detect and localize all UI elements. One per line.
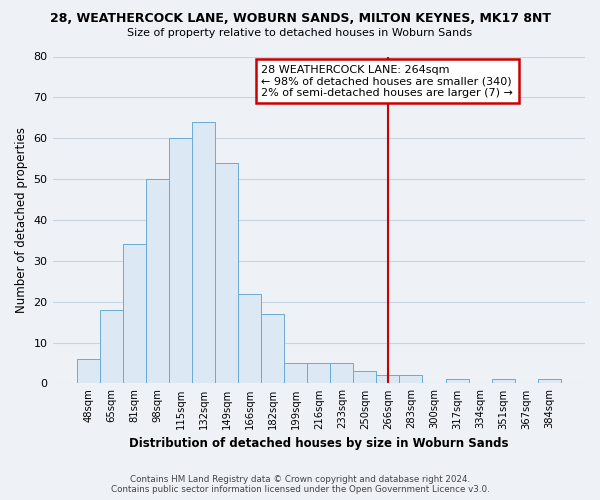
- Bar: [446, 380, 469, 384]
- Bar: [491, 380, 515, 384]
- Bar: [284, 363, 307, 384]
- Bar: [261, 314, 284, 384]
- Bar: [330, 363, 353, 384]
- Text: 28, WEATHERCOCK LANE, WOBURN SANDS, MILTON KEYNES, MK17 8NT: 28, WEATHERCOCK LANE, WOBURN SANDS, MILT…: [49, 12, 551, 26]
- X-axis label: Distribution of detached houses by size in Woburn Sands: Distribution of detached houses by size …: [129, 437, 509, 450]
- Text: Contains HM Land Registry data © Crown copyright and database right 2024.
Contai: Contains HM Land Registry data © Crown c…: [110, 474, 490, 494]
- Text: Size of property relative to detached houses in Woburn Sands: Size of property relative to detached ho…: [127, 28, 473, 38]
- Bar: [538, 380, 561, 384]
- Y-axis label: Number of detached properties: Number of detached properties: [15, 127, 28, 313]
- Bar: [400, 376, 422, 384]
- Bar: [169, 138, 192, 384]
- Bar: [376, 376, 400, 384]
- Bar: [77, 359, 100, 384]
- Bar: [100, 310, 123, 384]
- Bar: [238, 294, 261, 384]
- Bar: [123, 244, 146, 384]
- Bar: [192, 122, 215, 384]
- Bar: [353, 371, 376, 384]
- Text: 28 WEATHERCOCK LANE: 264sqm
← 98% of detached houses are smaller (340)
2% of sem: 28 WEATHERCOCK LANE: 264sqm ← 98% of det…: [261, 64, 513, 98]
- Bar: [215, 163, 238, 384]
- Bar: [146, 179, 169, 384]
- Bar: [307, 363, 330, 384]
